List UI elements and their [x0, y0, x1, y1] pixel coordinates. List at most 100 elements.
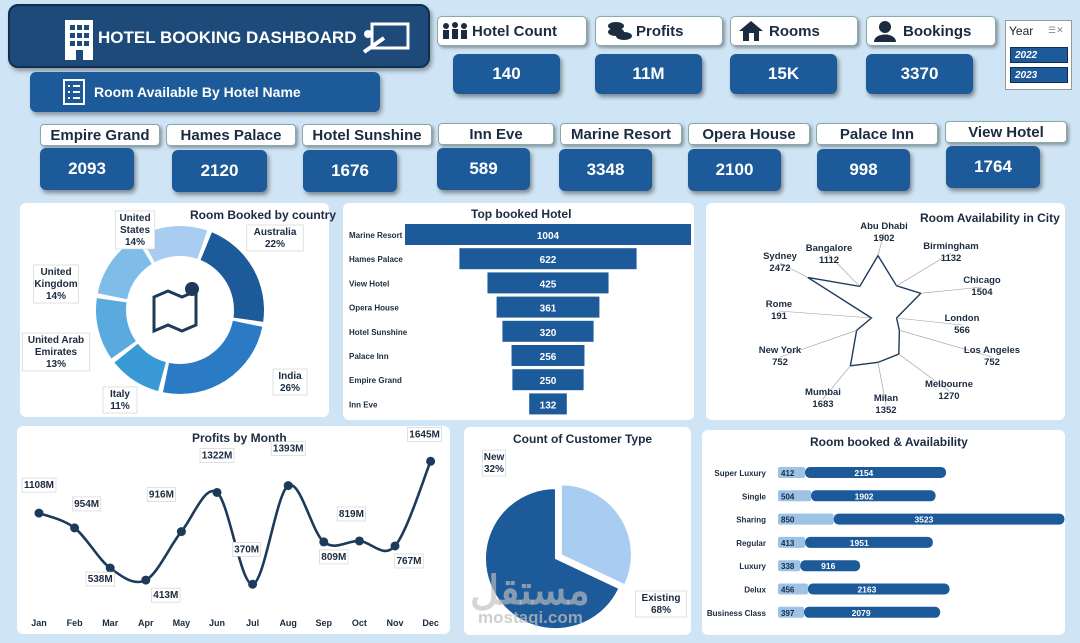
bar-value-label: 850 — [781, 516, 795, 525]
donut-label: States — [120, 225, 150, 236]
funnel-category-label: View Hotel — [349, 279, 389, 288]
bar-segment-booked — [778, 606, 805, 618]
line-data-label-box — [232, 541, 262, 557]
funnel-value-label: 132 — [540, 400, 557, 411]
stacked-bar-chart: Super Luxury 412 2154 Single 504 1902 Sharing 8… — [707, 467, 1065, 618]
radar-leader-line — [899, 330, 993, 358]
bar-value-label: 504 — [781, 492, 795, 501]
clear-filter-icon[interactable]: ☰✕ — [1048, 25, 1064, 35]
pie-slice — [560, 484, 632, 586]
donut-slice — [114, 343, 166, 392]
line-point — [141, 575, 151, 585]
bar-segment-available — [800, 560, 861, 572]
bar-segment-available — [804, 467, 947, 478]
bar-category-label: Delux — [744, 586, 766, 595]
bar-value-label: 456 — [781, 586, 795, 595]
hotel-value: 3348 — [559, 149, 652, 191]
line-chart: 1108M Jan 954M Feb 538M Mar 413M Apr 916M May 1322… — [21, 427, 442, 628]
radar-leader-line — [877, 362, 887, 406]
line-data-label-box — [319, 549, 349, 565]
panel-room-booked-country: Room Booked by country Australia 22% India… — [20, 203, 336, 417]
donut-label-box — [21, 332, 91, 372]
bar-value-label: 412 — [781, 469, 795, 478]
kpi-label-bookings: Bookings — [866, 16, 996, 46]
radar-leader-line — [920, 286, 983, 294]
radar-value-label: 191 — [771, 311, 788, 322]
hotel-label: Hotel Sunshine — [302, 124, 432, 146]
kpi-label-text: Profits — [636, 22, 684, 40]
kpi-label-text: Bookings — [903, 22, 972, 40]
year-option-2022[interactable]: 2022 — [1010, 47, 1068, 63]
line-data-label: 370M — [234, 544, 259, 555]
bar-value-label: 3523 — [914, 515, 933, 525]
radar-category-label: Milan — [874, 393, 898, 404]
line-data-label: 1645M — [409, 429, 440, 440]
watermark-latin: mostaqi.com — [478, 608, 583, 627]
funnel-category-label: Marine Resort — [349, 231, 403, 240]
year-filter: Year ☰✕ 2022 2023 — [1005, 20, 1072, 90]
donut-label: 11% — [110, 401, 130, 412]
pie-label: New — [484, 452, 505, 463]
bar-category-label: Regular — [736, 539, 766, 548]
bar-category-label: Single — [742, 492, 767, 501]
donut-label: Kingdom — [34, 279, 77, 290]
line-data-label: 954M — [74, 499, 99, 510]
donut-label: Italy — [110, 389, 130, 400]
radar-polygon — [807, 254, 923, 367]
pie-label: 32% — [484, 464, 504, 475]
line-point — [70, 523, 80, 533]
donut-label-box — [33, 264, 79, 304]
radar-value-label: 566 — [954, 325, 970, 336]
hotel-label: Palace Inn — [816, 123, 938, 145]
line-point — [283, 481, 293, 491]
funnel-bar — [511, 345, 585, 366]
user-icon — [874, 21, 896, 42]
line-data-label-box — [21, 477, 57, 493]
radar-value-label: 1352 — [875, 405, 896, 416]
donut-label-box — [272, 368, 308, 396]
x-tick-label: Sep — [316, 618, 333, 628]
line-data-label: 413M — [153, 590, 178, 601]
line-data-label-box — [407, 427, 442, 442]
line-data-label: 916M — [149, 490, 174, 501]
donut-label-box — [246, 224, 304, 252]
funnel-category-label: Hames Palace — [349, 255, 403, 264]
line-point — [354, 536, 364, 546]
bar-segment-booked — [778, 560, 801, 572]
donut-slice — [97, 238, 152, 300]
radar-category-label: Los Angeles — [964, 345, 1020, 356]
radar-category-label: New York — [759, 345, 802, 356]
hotel-value: 1764 — [946, 146, 1040, 188]
presentation-board-icon — [362, 22, 410, 54]
radar-category-label: Bangalore — [806, 243, 852, 254]
map-icon — [152, 288, 198, 334]
hotel-group-icon — [443, 22, 467, 39]
funnel-bar — [487, 272, 609, 294]
kpi-label-text: Hotel Count — [472, 22, 557, 40]
hotel-value: 2120 — [172, 150, 267, 192]
radar-value-label: 1132 — [941, 253, 962, 264]
funnel-bar — [529, 393, 567, 415]
x-tick-label: Jun — [209, 618, 225, 628]
x-tick-label: Jan — [31, 618, 47, 628]
kpi-value-profits: 11M — [595, 54, 702, 94]
hotel-value: 1676 — [303, 150, 397, 192]
radar-value-label: 1112 — [819, 255, 839, 266]
radar-value-label: 1902 — [873, 233, 894, 244]
radar-leader-line — [896, 252, 952, 287]
x-tick-label: Apr — [138, 618, 154, 628]
donut-label: United Arab — [28, 335, 84, 346]
year-option-2023[interactable]: 2023 — [1010, 67, 1068, 83]
coins-icon — [608, 22, 632, 40]
funnel-value-label: 425 — [540, 279, 557, 290]
radar-category-label: London — [945, 313, 980, 324]
page-title: HOTEL BOOKING DASHBOARD — [98, 28, 357, 47]
radar-value-label: 752 — [772, 357, 788, 368]
radar-value-label: 1683 — [812, 399, 833, 410]
bar-segment-available — [805, 536, 933, 548]
radar-category-label: Rome — [766, 299, 792, 310]
dashboard-title-banner: HOTEL BOOKING DASHBOARD — [8, 4, 430, 68]
kpi-label-rooms: Rooms — [730, 16, 858, 46]
bar-segment-booked — [778, 467, 805, 478]
